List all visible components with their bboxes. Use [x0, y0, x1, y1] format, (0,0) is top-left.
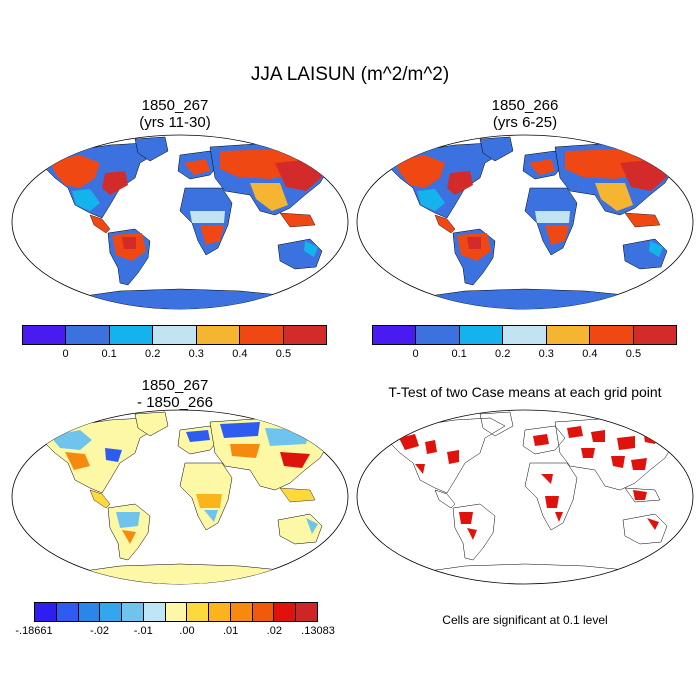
colorbar-swatch — [109, 326, 154, 344]
panel-title-line2: (yrs 6-25) — [492, 114, 558, 131]
land-europe — [522, 425, 566, 455]
colorbar-tick-label: -.18661 — [15, 625, 53, 637]
land-greenland — [134, 136, 169, 162]
colorbar-tick-label: 0 — [412, 348, 419, 360]
panel-title-top-right: 1850_266 (yrs 6-25) — [375, 97, 675, 131]
colorbar-tick-label: -.02 — [90, 625, 110, 637]
colorbar-tick-label: .13083 — [301, 625, 335, 637]
colorbar-swatch — [100, 603, 123, 621]
colorbar-swatch — [546, 326, 591, 344]
panel-title-bottom-right: T-Test of two Case means at each grid po… — [388, 384, 662, 400]
land-south-america — [452, 503, 496, 561]
colorbar-swatch — [274, 603, 297, 621]
colorbar-swatch — [153, 326, 197, 344]
colorbar-swatch — [56, 603, 79, 621]
colorbar-tick-label: 0 — [62, 348, 69, 360]
colorbar-swatch — [296, 603, 317, 621]
panel-title-line1: 1850_267 — [141, 97, 209, 114]
colorbar-swatch — [283, 326, 326, 344]
colorbar-swatch — [416, 326, 460, 344]
colorbar-tick-label: -.01 — [133, 625, 153, 637]
colorbar-tick-label: 0.2 — [145, 348, 161, 360]
significance-note: Cells are significant at 0.1 level — [442, 613, 608, 627]
colorbar-swatch — [66, 326, 110, 344]
land-greenland — [479, 136, 514, 162]
colorbar-swatch — [230, 603, 253, 621]
colorbar-tick-label: .01 — [222, 625, 239, 637]
colorbar-swatch — [209, 603, 231, 621]
panel-title-top-left: 1850_267 (yrs 11-30) — [25, 97, 325, 131]
colorbar-top-right — [372, 325, 677, 345]
colorbar-tick-label: 0.2 — [495, 348, 511, 360]
colorbar-tick-label: 0.4 — [232, 348, 248, 360]
panel-title-bottom-left: 1850_267 - 1850_266 — [25, 377, 325, 411]
map-bottom-left — [11, 409, 349, 585]
colorbar-tick-label: .00 — [179, 625, 195, 637]
land-antarctica — [404, 563, 656, 584]
colorbar-swatch — [165, 603, 188, 621]
colorbar-swatch — [503, 326, 547, 344]
colorbar-tick-label: 0.1 — [101, 348, 117, 360]
colorbar-tick-label: 0.4 — [582, 348, 598, 360]
land-north-america — [384, 417, 506, 494]
land-greenland — [479, 411, 514, 437]
land-africa — [524, 462, 578, 531]
colorbar-top-left — [22, 325, 327, 345]
colorbar-difference — [34, 602, 318, 622]
panel-title-line2: - 1850_266 — [137, 394, 213, 411]
colorbar-swatch — [633, 326, 676, 344]
figure-title: JJA LAISUN (m^2/m^2) — [250, 64, 450, 85]
colorbar-tick-label: 0.1 — [451, 348, 467, 360]
colorbar-swatch — [78, 603, 101, 621]
map-top-left — [11, 134, 349, 310]
colorbar-tick-label: 0.3 — [188, 348, 204, 360]
colorbar-swatch — [143, 603, 166, 621]
map-top-right — [356, 134, 694, 310]
colorbar-tick-label: 0.5 — [625, 348, 642, 360]
colorbar-swatch — [35, 603, 57, 621]
significant-cells — [399, 426, 659, 540]
colorbar-swatch — [373, 326, 417, 344]
globe-outline — [356, 409, 694, 585]
land-australia — [622, 513, 668, 545]
colorbar-tick-label: .02 — [266, 625, 282, 637]
colorbar-swatch — [459, 326, 504, 344]
panel-title-line1: 1850_267 — [141, 377, 209, 394]
map-bottom-right — [356, 409, 694, 585]
colorbar-swatch — [240, 326, 284, 344]
colorbar-tick-label: 0.3 — [538, 348, 554, 360]
land-greenland — [134, 411, 169, 437]
colorbar-swatch — [590, 326, 634, 344]
colorbar-swatch — [187, 603, 210, 621]
colorbar-swatch — [23, 326, 67, 344]
colorbar-swatch — [122, 603, 144, 621]
panel-title-line2: (yrs 11-30) — [139, 114, 211, 131]
colorbar-swatch — [252, 603, 275, 621]
colorbar-tick-label: 0.5 — [275, 348, 292, 360]
panel-title-line1: 1850_266 — [491, 97, 559, 114]
colorbar-swatch — [196, 326, 241, 344]
